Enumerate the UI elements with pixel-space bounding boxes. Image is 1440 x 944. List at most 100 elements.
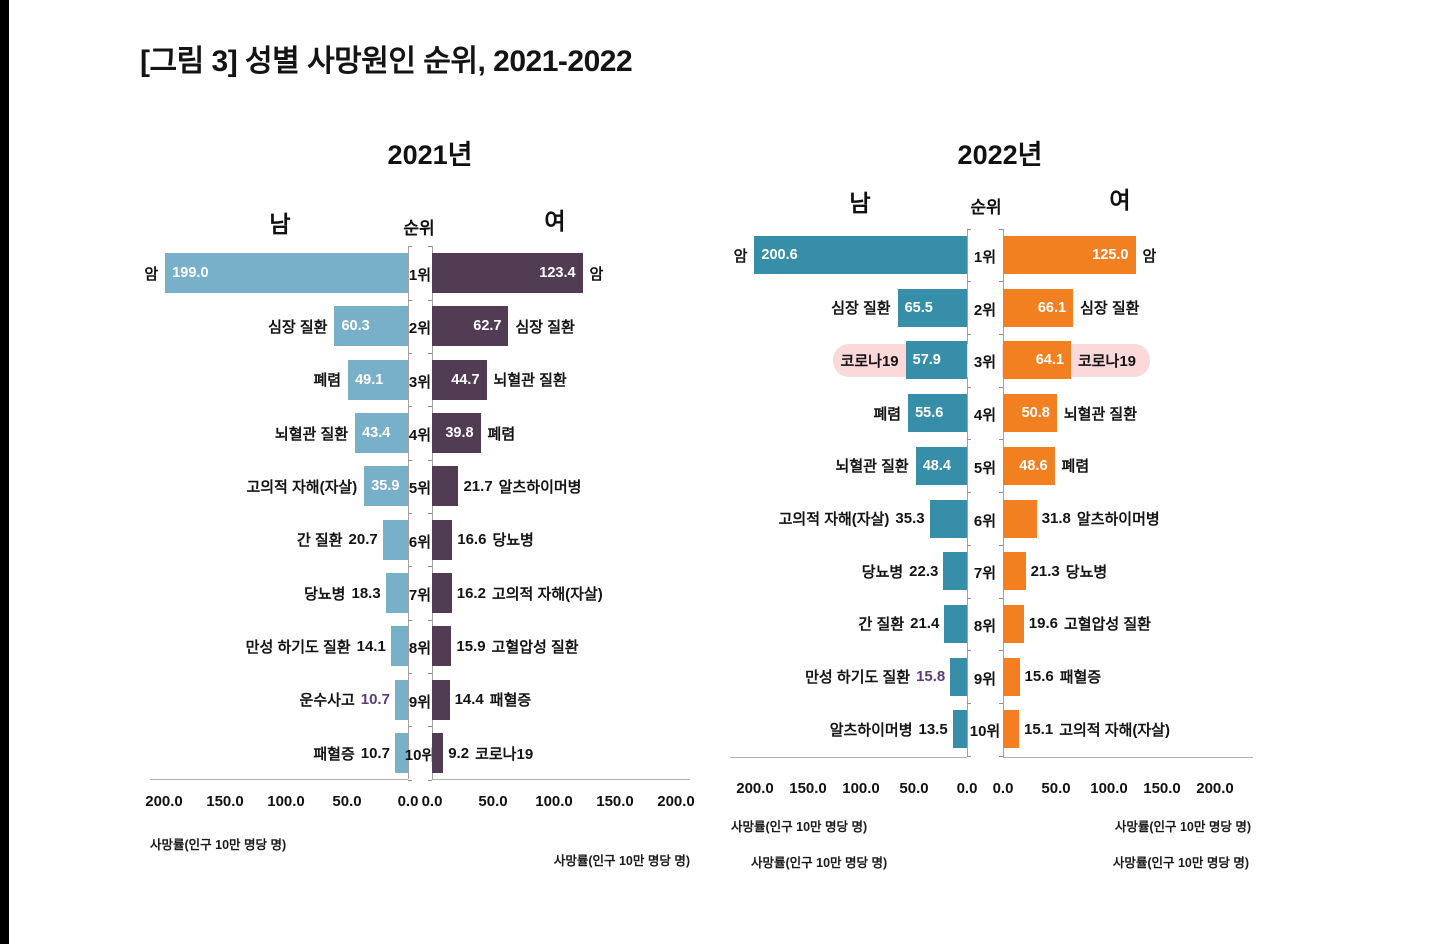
- male-category-label: 뇌혈관 질환: [274, 425, 349, 443]
- tick-label-female: 0.0: [992, 780, 1014, 797]
- male-category-label: 운수사고: [299, 692, 355, 710]
- male-value-label: 65.5: [904, 299, 933, 316]
- male-row: 심장 질환 60.3: [268, 306, 408, 347]
- female-category-label: 심장 질환: [1080, 300, 1140, 318]
- female-axis-tick: [428, 726, 432, 728]
- female-row: 21.7 알츠하이머병: [432, 466, 581, 507]
- male-value-label: 18.3: [351, 584, 381, 602]
- axis-caption: 사망률(인구 10만 명당 명): [1112, 856, 1249, 870]
- male-value-label: 20.7: [348, 531, 378, 549]
- female-value-label: 21.3: [1030, 562, 1060, 580]
- male-bar: [944, 604, 967, 643]
- male-row: 뇌혈관 질환 48.4: [835, 446, 967, 485]
- male-category-label: 고의적 자해(자살): [246, 478, 358, 496]
- tick-label-male: 50.0: [332, 793, 362, 810]
- female-axis-tick: [428, 406, 432, 408]
- male-axis-tick: [408, 566, 412, 568]
- female-category-label: 패혈증: [1059, 669, 1102, 687]
- female-row: 15.9 고혈압성 질환: [432, 626, 579, 667]
- female-value-label: 9.2: [448, 744, 470, 762]
- female-bar: 39.8: [432, 413, 481, 454]
- male-bar: [394, 733, 408, 774]
- female-bar: 62.7: [432, 306, 509, 347]
- axis-caption: 사망률(인구 10만 명당 명): [1114, 820, 1251, 834]
- axis-caption: 사망률(인구 10만 명당 명): [751, 856, 888, 870]
- female-axis-tick: [428, 246, 432, 248]
- male-bar: 199.0: [165, 253, 408, 293]
- male-category-label: 폐렴: [873, 405, 902, 423]
- male-category-label: 당뇨병: [304, 585, 346, 603]
- female-axis-line: [432, 246, 433, 779]
- male-axis-tick: [408, 673, 412, 675]
- male-row: 간 질환 21.4: [859, 604, 967, 643]
- female-value-label: 15.1: [1024, 720, 1054, 738]
- female-row: 15.6 패혈증: [1003, 657, 1102, 696]
- male-axis-line: [408, 246, 409, 779]
- male-row: 고의적 자해(자살) 35.9: [246, 466, 408, 507]
- male-category-label: 폐렴: [313, 372, 342, 390]
- male-category-label: 코로나19: [840, 352, 899, 370]
- tick-label-male: 0.0: [956, 780, 978, 797]
- male-bar: 43.4: [355, 413, 408, 454]
- male-category-label: 암: [733, 247, 748, 265]
- male-axis-tick: [967, 755, 971, 757]
- female-value-label: 50.8: [1021, 405, 1050, 422]
- female-row: 16.2 고의적 자해(자살): [432, 573, 603, 614]
- tick-label-female: 50.0: [1041, 780, 1071, 797]
- page-title: [그림 3] 성별 사망원인 순위, 2021-2022: [140, 45, 633, 78]
- rank-label: 4위: [973, 407, 997, 425]
- female-value-label: 21.7: [463, 477, 493, 495]
- male-category-label: 고의적 자해(자살): [778, 511, 890, 528]
- female-axis-tick: [999, 281, 1003, 283]
- female-value-label: 19.6: [1028, 615, 1058, 633]
- male-header: 남: [269, 211, 291, 237]
- female-bar: [432, 573, 452, 614]
- baseline-left: [150, 779, 408, 780]
- female-bar: 48.6: [1003, 446, 1055, 485]
- tick-label-male: 50.0: [899, 780, 929, 797]
- male-bar: [929, 499, 967, 538]
- male-bar: [950, 657, 967, 696]
- rank-header: 순위: [403, 219, 435, 238]
- baseline-right: [432, 779, 690, 780]
- female-axis-tick: [428, 673, 432, 675]
- axis-caption: 사망률(인구 10만 명당 명): [553, 854, 690, 868]
- rank-label: 10위: [969, 723, 1001, 741]
- male-bar: [952, 710, 967, 749]
- rank-label: 9위: [408, 693, 432, 711]
- female-axis-tick: [999, 544, 1003, 546]
- female-category-label: 당뇨병: [492, 532, 534, 550]
- female-category-label: 알츠하이머병: [1076, 511, 1160, 528]
- female-row: 48.6 폐렴: [1003, 446, 1090, 485]
- female-bar: 50.8: [1003, 394, 1057, 433]
- male-row: 코로나19 57.9: [840, 341, 967, 380]
- axis-caption: 사망률(인구 10만 명당 명): [731, 820, 868, 834]
- female-value-label: 64.1: [1035, 352, 1064, 369]
- rank-label: 6위: [408, 533, 432, 551]
- male-bar: 200.6: [754, 236, 967, 274]
- female-axis-tick: [999, 755, 1003, 757]
- female-axis-tick: [428, 353, 432, 355]
- female-category-label: 패혈증: [489, 692, 532, 710]
- female-bar: 123.4: [432, 253, 583, 293]
- female-axis-tick: [428, 459, 432, 461]
- male-row: 간 질환 20.7: [297, 519, 408, 560]
- male-bar: 57.9: [905, 341, 967, 380]
- female-row: 9.2 코로나19: [432, 733, 533, 774]
- tick-label-female: 0.0: [421, 793, 443, 810]
- male-axis-tick: [408, 513, 412, 515]
- female-value-label: 62.7: [473, 318, 502, 335]
- female-category-label: 폐렴: [1061, 458, 1090, 476]
- male-row: 암 199.0: [144, 253, 408, 293]
- male-value-label: 35.9: [371, 478, 400, 495]
- rank-label: 2위: [973, 301, 997, 319]
- male-category-label: 만성 하기도 질환: [805, 669, 911, 687]
- male-category-label: 만성 하기도 질환: [245, 638, 351, 656]
- female-row: 66.1 심장 질환: [1003, 288, 1140, 327]
- male-category-label: 뇌혈관 질환: [835, 458, 909, 476]
- male-category-label: 암: [144, 265, 159, 283]
- rank-label: 9위: [973, 670, 997, 688]
- female-category-label: 암: [589, 265, 604, 283]
- female-bar: [432, 679, 450, 720]
- female-bar: [1003, 657, 1020, 696]
